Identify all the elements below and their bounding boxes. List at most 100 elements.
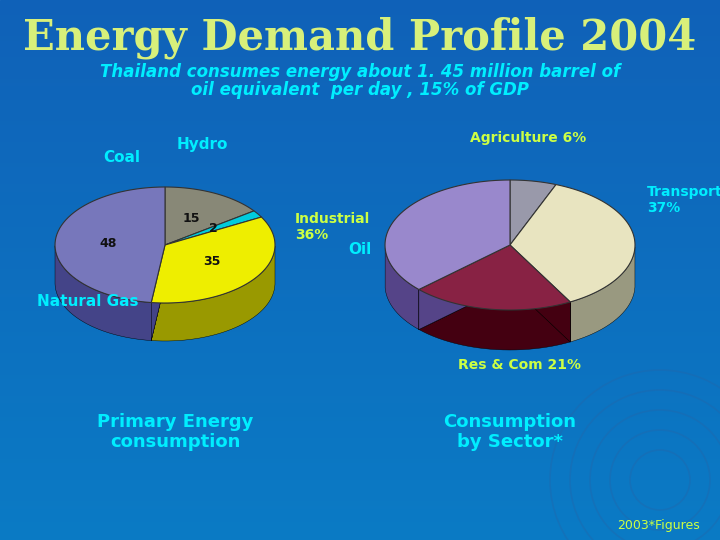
Bar — [0, 429, 720, 430]
Bar — [0, 34, 720, 35]
Bar — [0, 402, 720, 403]
Polygon shape — [419, 245, 510, 329]
Text: 48: 48 — [99, 237, 117, 249]
Bar — [0, 89, 720, 90]
Bar — [0, 521, 720, 522]
Bar — [0, 321, 720, 322]
Bar — [0, 55, 720, 56]
Bar — [0, 163, 720, 164]
Bar — [0, 317, 720, 318]
Bar — [0, 133, 720, 134]
Bar — [0, 283, 720, 284]
Bar — [0, 397, 720, 398]
Bar — [0, 426, 720, 427]
Bar — [0, 270, 720, 271]
Polygon shape — [385, 248, 419, 329]
Bar — [0, 14, 720, 15]
Bar — [0, 70, 720, 71]
Bar — [0, 60, 720, 61]
Bar — [0, 531, 720, 532]
Bar — [0, 418, 720, 419]
Bar — [0, 373, 720, 374]
Bar — [0, 291, 720, 292]
Bar — [0, 20, 720, 21]
Bar — [0, 439, 720, 440]
Bar — [0, 492, 720, 493]
Bar — [0, 374, 720, 375]
Bar — [0, 278, 720, 279]
Bar — [0, 389, 720, 390]
Bar — [0, 175, 720, 176]
Bar — [0, 13, 720, 14]
Bar — [0, 98, 720, 99]
Bar — [0, 286, 720, 287]
Bar — [0, 160, 720, 161]
Bar — [0, 29, 720, 30]
Bar — [0, 200, 720, 201]
Bar — [0, 276, 720, 277]
Bar — [0, 282, 720, 283]
Bar — [0, 327, 720, 328]
Bar — [0, 434, 720, 435]
Bar — [0, 489, 720, 490]
Bar — [0, 230, 720, 231]
Bar — [0, 174, 720, 175]
Bar — [0, 143, 720, 144]
Bar — [0, 155, 720, 156]
Bar — [0, 19, 720, 20]
Bar — [0, 138, 720, 139]
Text: 2: 2 — [209, 222, 217, 235]
Bar — [0, 90, 720, 91]
Bar — [0, 191, 720, 192]
Bar — [0, 27, 720, 28]
Bar — [0, 201, 720, 202]
Polygon shape — [151, 246, 275, 341]
Bar — [0, 262, 720, 263]
Bar — [0, 351, 720, 352]
Bar — [0, 197, 720, 198]
Bar — [0, 224, 720, 225]
Bar — [0, 419, 720, 420]
Bar — [0, 381, 720, 382]
Bar — [0, 83, 720, 84]
Bar — [0, 480, 720, 481]
Bar — [0, 268, 720, 269]
Bar — [0, 10, 720, 11]
Bar — [0, 384, 720, 385]
Bar — [0, 243, 720, 244]
Bar — [0, 387, 720, 388]
Bar — [0, 432, 720, 433]
Bar — [0, 375, 720, 376]
Bar — [0, 253, 720, 254]
Bar — [0, 218, 720, 219]
Bar — [0, 254, 720, 255]
Bar — [0, 25, 720, 26]
Bar — [0, 314, 720, 315]
Bar — [0, 5, 720, 6]
Bar — [0, 259, 720, 260]
Text: Oil: Oil — [348, 242, 372, 258]
Bar — [0, 129, 720, 130]
Bar — [0, 57, 720, 58]
Bar — [0, 399, 720, 400]
Bar — [0, 512, 720, 513]
Bar — [0, 109, 720, 110]
Bar — [0, 104, 720, 105]
Bar — [0, 423, 720, 424]
Bar — [0, 74, 720, 75]
Bar — [0, 234, 720, 235]
Bar — [0, 414, 720, 415]
Bar — [0, 307, 720, 308]
Bar — [0, 260, 720, 261]
Bar — [0, 532, 720, 533]
Bar — [0, 395, 720, 396]
Bar — [0, 158, 720, 159]
Bar — [0, 212, 720, 213]
Bar — [0, 240, 720, 241]
Bar — [0, 126, 720, 127]
Bar — [0, 206, 720, 207]
Bar — [0, 241, 720, 242]
Bar — [0, 477, 720, 478]
Bar — [0, 139, 720, 140]
Polygon shape — [419, 245, 510, 329]
